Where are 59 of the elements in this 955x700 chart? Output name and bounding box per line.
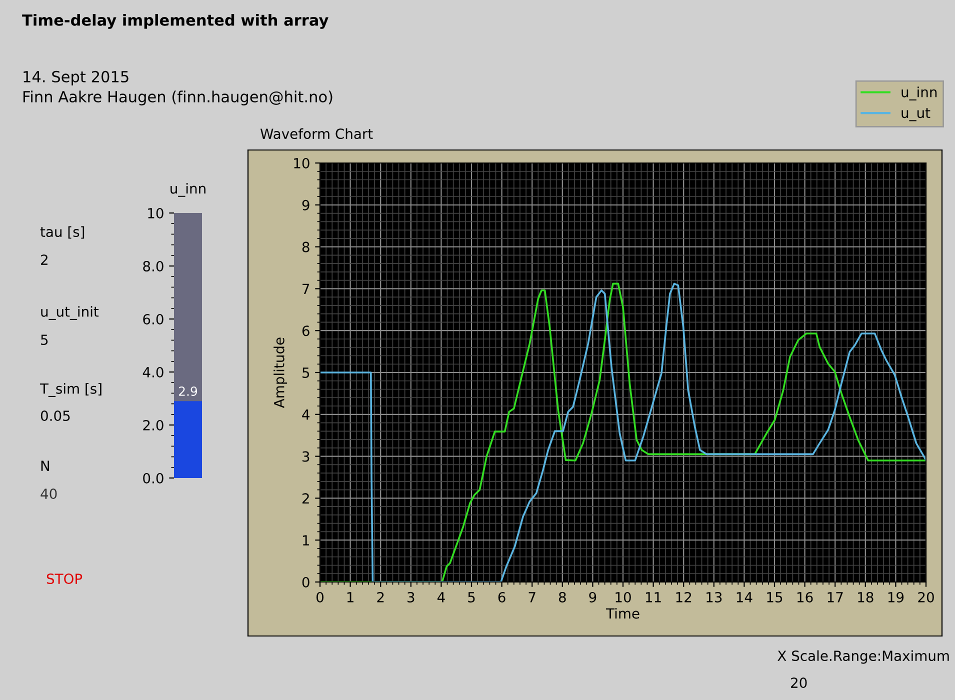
x-tick-label: 10 [616, 592, 631, 602]
x-tick-label: 0 [316, 592, 324, 602]
x-axis-title: Time [606, 608, 640, 619]
text: STOP [46, 574, 82, 584]
text: Time-delay implemented with array [22, 14, 328, 29]
text: N [41, 460, 50, 471]
x-tick-label: 2 [377, 592, 384, 602]
x-tick-label: 16 [797, 592, 813, 602]
x-tick-label: 9 [589, 592, 596, 602]
x-tick-label: 20 [918, 592, 934, 602]
y-tick-label: 0 [302, 576, 310, 588]
y-tick-label: 1 [302, 535, 309, 546]
y-tick-label: 7 [302, 284, 310, 294]
text: 20 [791, 678, 807, 688]
x-tick-label: 1 [347, 592, 354, 602]
y-tick-label: 6 [302, 326, 310, 336]
x-tick-label: 19 [888, 592, 904, 602]
y-tick-label: 9 [302, 200, 310, 210]
y-tick-label: 5 [302, 368, 310, 378]
x-tick-label: 6 [498, 592, 506, 602]
text: 5 [41, 334, 48, 346]
text: T_sim [s] [40, 383, 102, 397]
y-tick-label: 4.0 [142, 366, 164, 378]
text: Finn Aakre Haugen (finn.haugen@hit.no) [24, 90, 332, 106]
y-tick-label: 10 [294, 158, 310, 168]
text: tau [s] [40, 226, 84, 239]
x-tick-label: 12 [676, 592, 692, 602]
y-axis-title: Amplitude [274, 338, 288, 408]
chart-title: Waveform Chart [260, 128, 373, 140]
x-tick-label: 8 [558, 592, 566, 602]
text: 40 [40, 488, 57, 500]
y-tick-label: 10 [148, 208, 164, 218]
text: 2 [41, 254, 48, 265]
y-tick-label: 8.0 [143, 260, 164, 272]
text: u_ut_init [41, 306, 99, 320]
x-tick-label: 17 [828, 592, 843, 602]
x-tick-label: 11 [646, 592, 661, 602]
y-tick-label: 3 [302, 451, 310, 462]
x-tick-label: 14 [736, 592, 752, 602]
x-tick-label: 3 [408, 592, 414, 602]
text: 0.05 [40, 410, 70, 422]
chart-title: u_inn [170, 183, 206, 197]
x-tick-label: 18 [858, 592, 874, 602]
x-tick-label: 7 [528, 592, 536, 602]
legend-label: u_ut [902, 108, 930, 122]
x-tick-label: 4 [437, 592, 445, 602]
y-tick-label: 8 [302, 242, 310, 252]
x-tick-label: 15 [767, 592, 782, 602]
x-tick-label: 13 [706, 592, 722, 602]
text: 14. Sept 2015 [24, 70, 128, 86]
x-tick-label: 5 [468, 592, 475, 602]
y-tick-label: 2.0 [143, 420, 164, 430]
legend-label: u_inn [902, 86, 937, 100]
y-tick-label: 6.0 [143, 314, 164, 324]
data-label: 2.9 [178, 386, 198, 396]
y-tick-label: 4 [302, 410, 310, 420]
y-tick-label: 2 [302, 493, 309, 504]
y-tick-label: 0.0 [143, 472, 164, 484]
text: X Scale.Range:Maximum [778, 650, 949, 664]
